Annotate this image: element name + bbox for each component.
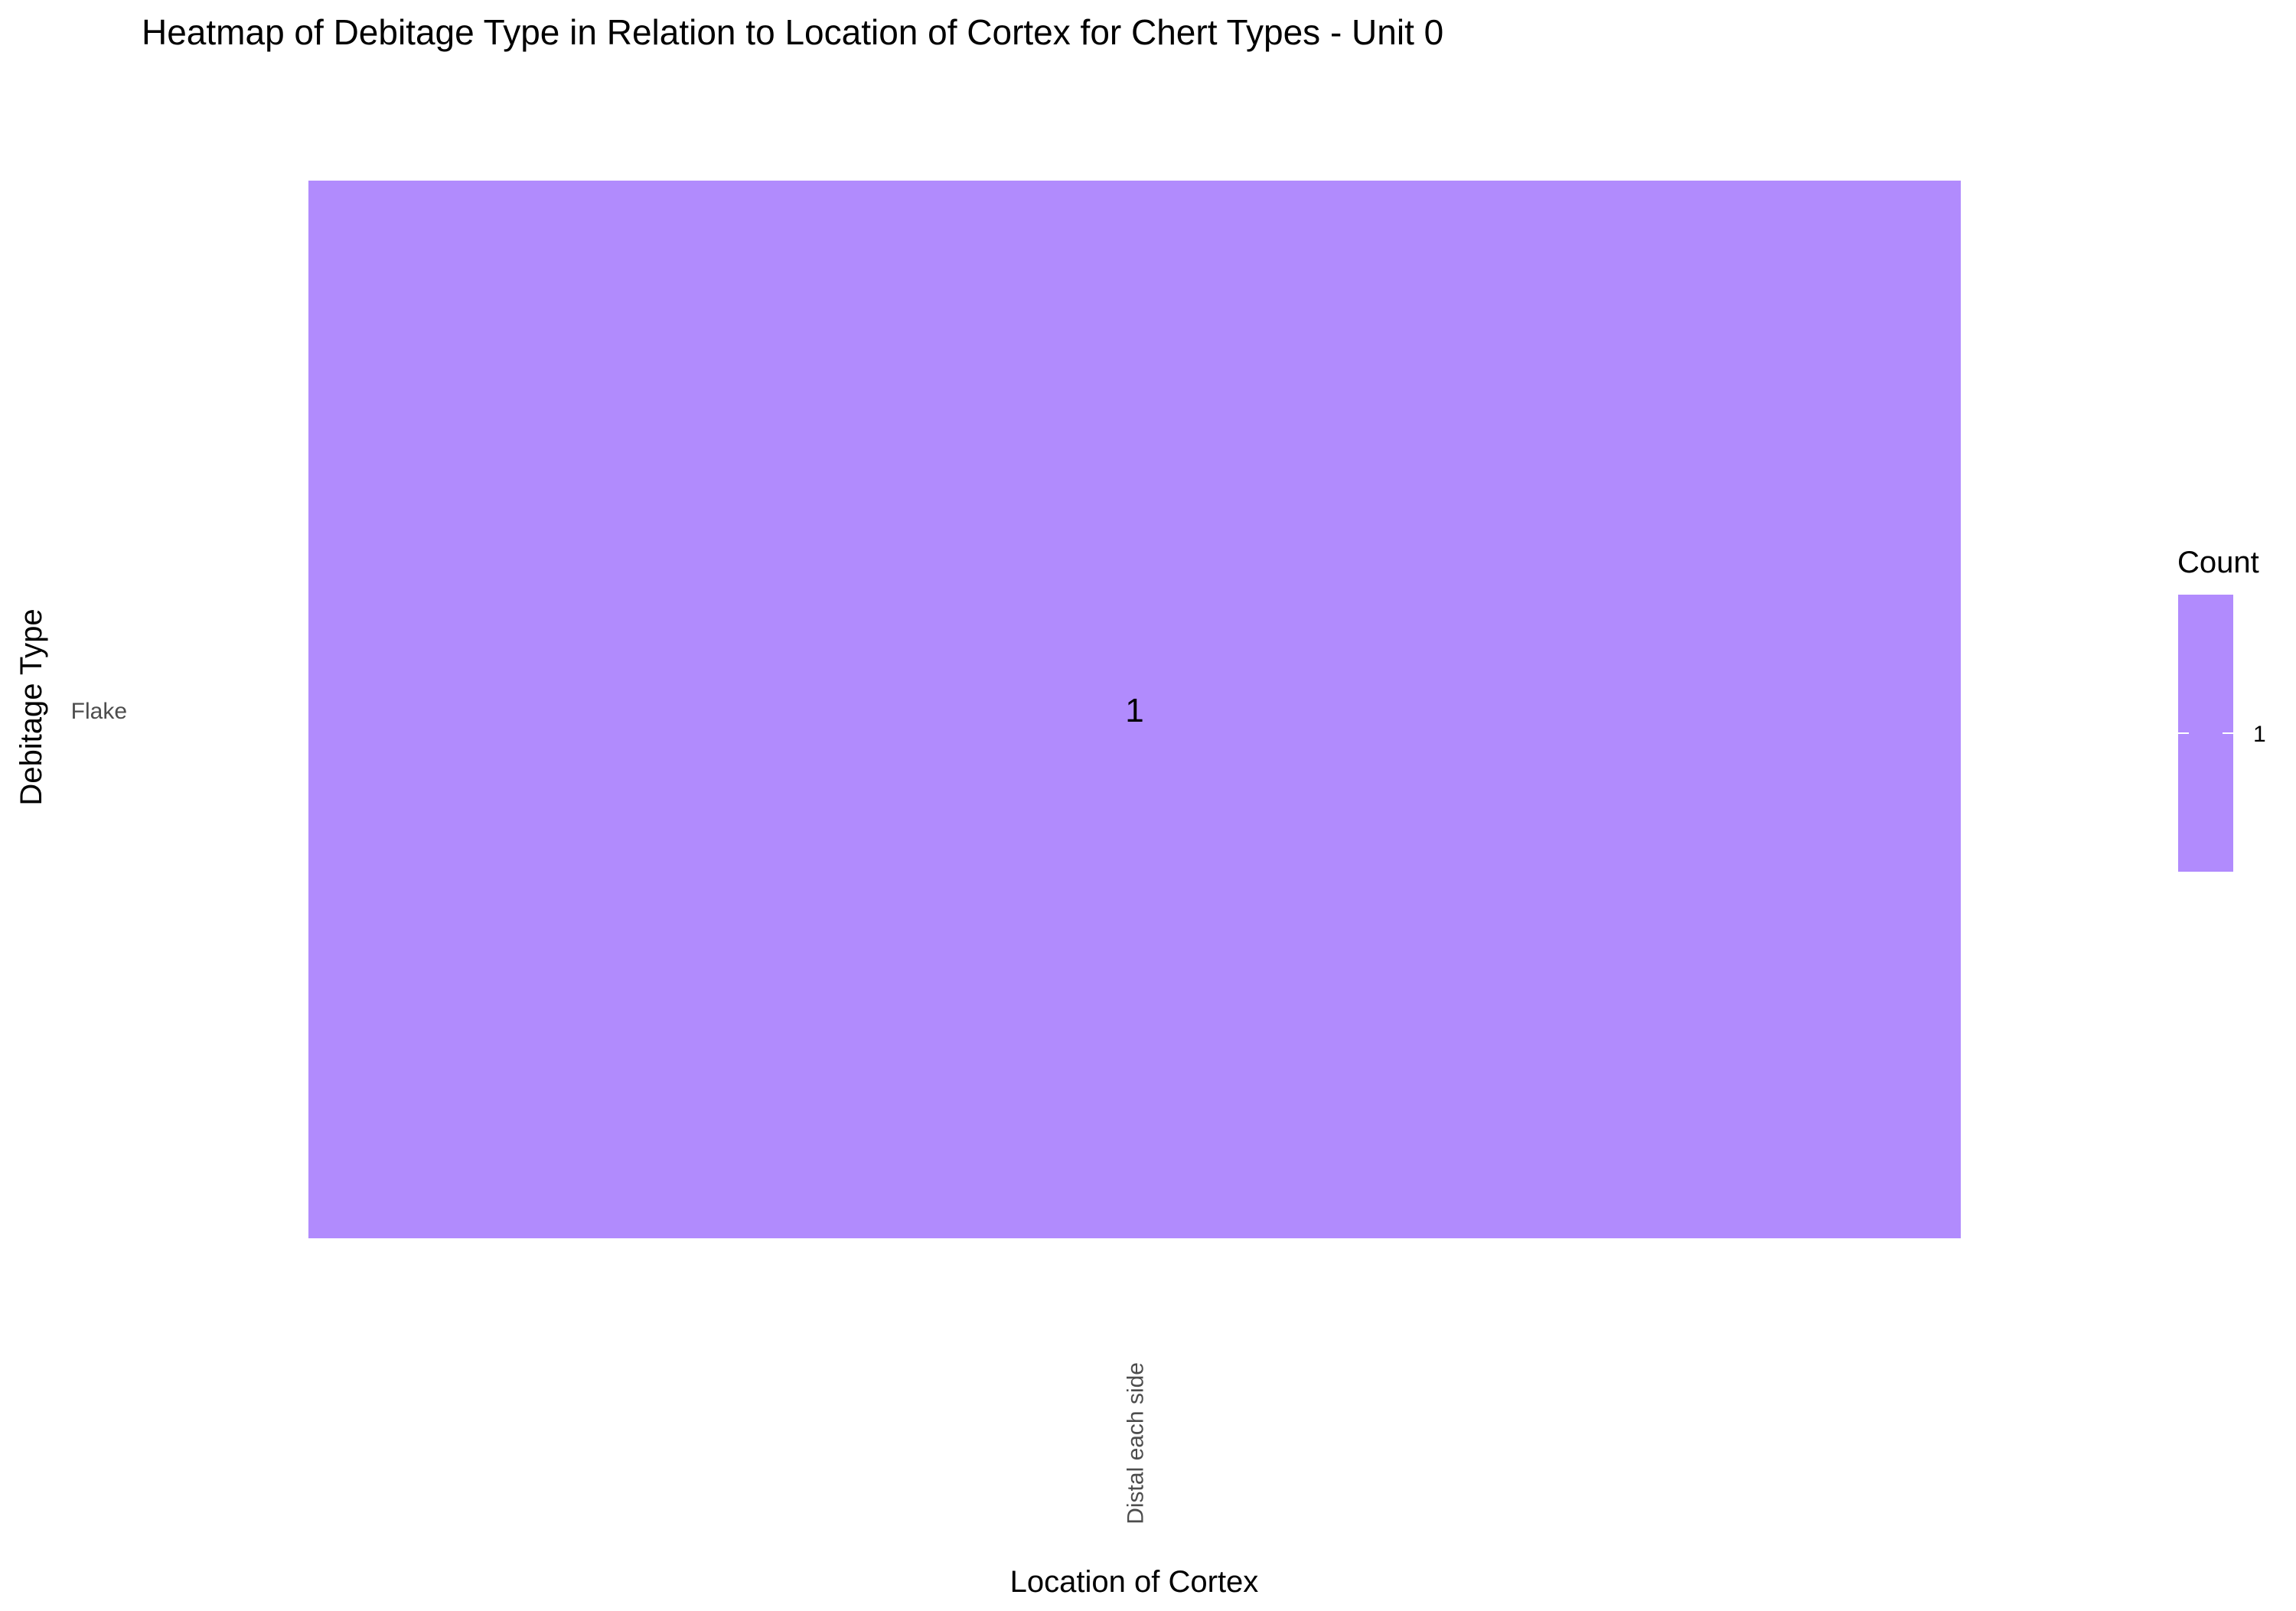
- x-axis-label: Location of Cortex: [1010, 1565, 1259, 1599]
- chart-title: Heatmap of Debitage Type in Relation to …: [142, 12, 1443, 52]
- y-tick-label: Flake: [71, 699, 127, 724]
- cell-value-label: 1: [1125, 692, 1143, 729]
- y-axis-label: Debitage Type: [15, 608, 48, 805]
- heatmap-cell: [308, 181, 1961, 1238]
- x-tick-label: Distal each side: [1124, 1362, 1149, 1525]
- legend-tick-label: 1: [2253, 722, 2266, 747]
- legend-title: Count: [2177, 546, 2259, 579]
